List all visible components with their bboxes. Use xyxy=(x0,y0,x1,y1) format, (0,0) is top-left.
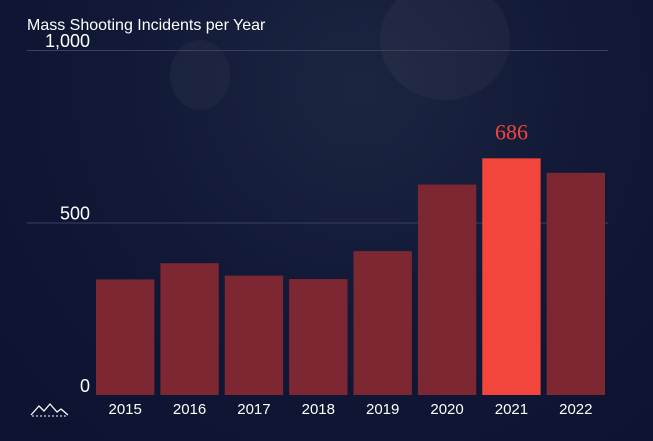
y-tick-label: 500 xyxy=(60,204,90,224)
x-axis-ticks: 2015 2016 2017 2018 2019 2020 2021 2022 xyxy=(109,401,593,418)
chart-title: Mass Shooting Incidents per Year xyxy=(27,17,266,34)
bar-2015 xyxy=(96,279,155,395)
y-axis-ticks: 0 500 1,000 xyxy=(45,31,90,396)
mountain-outline-logo-icon xyxy=(30,403,69,417)
bar-2018 xyxy=(289,279,348,395)
x-tick-label: 2015 xyxy=(109,401,142,418)
bar-2017 xyxy=(224,275,284,395)
data-label-2021: 686 xyxy=(495,119,528,144)
bar-2019 xyxy=(353,251,412,395)
y-tick-label: 1,000 xyxy=(45,31,90,51)
bar-2016 xyxy=(160,263,219,395)
x-tick-label: 2019 xyxy=(366,401,399,418)
x-tick-label: 2017 xyxy=(237,401,270,418)
y-tick-label: 0 xyxy=(80,376,90,396)
x-tick-label: 2021 xyxy=(495,401,528,418)
bar-2020 xyxy=(417,184,477,395)
bar-2021 xyxy=(482,158,541,395)
x-tick-label: 2022 xyxy=(559,401,592,418)
x-tick-label: 2020 xyxy=(430,401,463,418)
x-tick-label: 2018 xyxy=(302,401,335,418)
bars xyxy=(96,158,605,395)
bar-2022 xyxy=(546,172,605,395)
x-tick-label: 2016 xyxy=(173,401,206,418)
data-labels: 686 xyxy=(495,119,528,144)
